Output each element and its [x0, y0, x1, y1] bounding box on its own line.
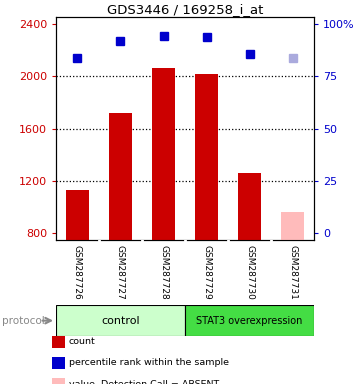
Text: count: count [69, 337, 95, 346]
Text: GSM287726: GSM287726 [73, 245, 82, 300]
Text: GSM287731: GSM287731 [288, 245, 297, 300]
Bar [281, 212, 304, 240]
Title: GDS3446 / 169258_i_at: GDS3446 / 169258_i_at [107, 3, 263, 16]
Bar [66, 190, 89, 240]
Bar [195, 74, 218, 240]
Text: value, Detection Call = ABSENT: value, Detection Call = ABSENT [69, 379, 219, 384]
Bar [185, 305, 314, 336]
Text: protocol: protocol [2, 316, 44, 326]
Bar [56, 305, 185, 336]
Bar [152, 68, 175, 240]
Text: STAT3 overexpression: STAT3 overexpression [196, 316, 303, 326]
Text: GSM287727: GSM287727 [116, 245, 125, 300]
Text: control: control [101, 316, 140, 326]
Bar [238, 173, 261, 240]
Text: percentile rank within the sample: percentile rank within the sample [69, 358, 229, 367]
Text: GSM287729: GSM287729 [202, 245, 211, 300]
Bar [109, 113, 132, 240]
Text: GSM287730: GSM287730 [245, 245, 254, 300]
Text: GSM287728: GSM287728 [159, 245, 168, 300]
